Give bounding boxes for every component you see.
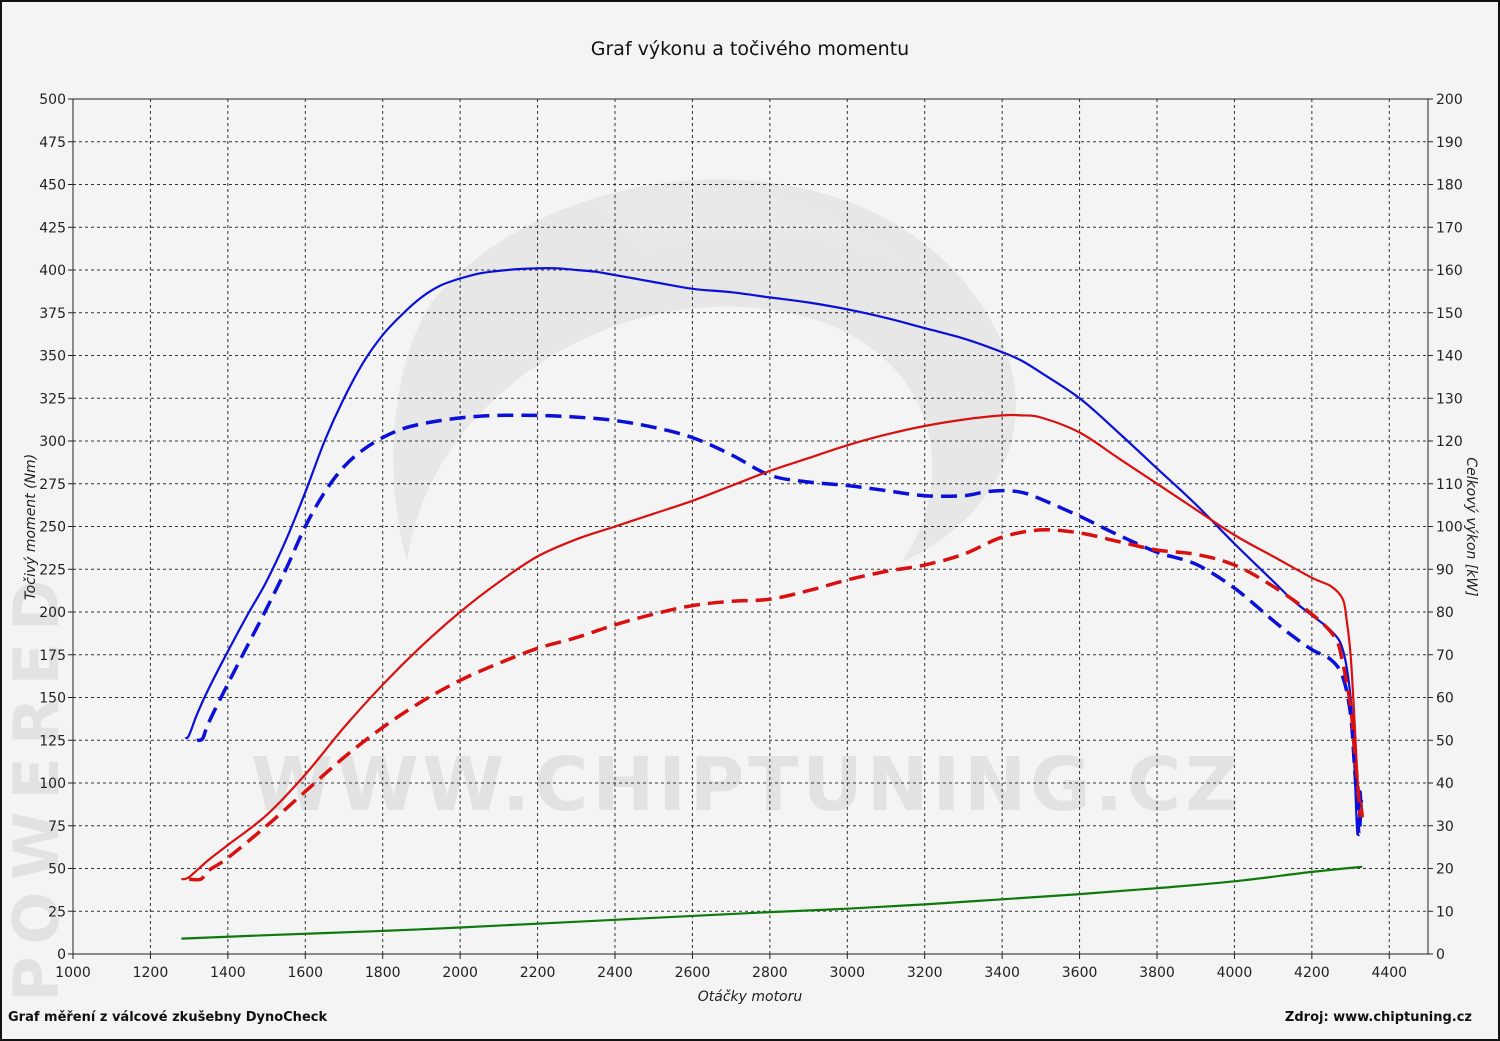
y-right-tick-label: 140	[1436, 349, 1463, 365]
y-right-tick-label: 150	[1436, 306, 1463, 322]
chart-title: Graf výkonu a točivého momentu	[591, 38, 909, 60]
power-tuned-line	[181, 413, 1365, 881]
y-right-tick-label: 0	[1436, 947, 1445, 963]
background-watermark-layer: POWERED POWERED WWW.CHIPTUNING.CZ	[2, 22, 1498, 1002]
y-left-tick-label: 150	[39, 691, 66, 707]
y-left-tick-label: 50	[48, 862, 66, 878]
footer-source-left: Graf měření z válcové zkušebny DynoCheck	[8, 1010, 327, 1025]
y-left-tick-label: 300	[39, 434, 66, 450]
y-right-tick-label: 20	[1436, 862, 1454, 878]
y-right-tick-label: 190	[1436, 135, 1463, 151]
y-right-tick-label: 200	[1436, 92, 1463, 108]
side-watermark-left: POWERED	[2, 568, 73, 1002]
y-axis-right-label: Celkový výkon [kW]	[1463, 457, 1479, 596]
logo-watermark-swoosh	[393, 179, 1016, 562]
y-right-tick-label: 40	[1436, 776, 1454, 792]
x-tick-label: 3000	[829, 965, 865, 981]
y-right-tick-label: 100	[1436, 520, 1463, 536]
y-left-tick-label: 225	[39, 562, 66, 578]
y-left-tick-label: 25	[48, 904, 66, 920]
x-tick-label: 1600	[287, 965, 323, 981]
series-layer	[181, 267, 1365, 940]
y-left-tick-label: 175	[39, 648, 66, 664]
x-tick-label: 3600	[1062, 965, 1098, 981]
y-right-tick-label: 120	[1436, 434, 1463, 450]
x-tick-label: 4000	[1217, 965, 1253, 981]
side-watermark-right: POWERED	[1487, 22, 1498, 456]
y-right-tick-label: 170	[1436, 220, 1463, 236]
y-right-tick-label: 10	[1436, 904, 1454, 920]
x-tick-label: 2000	[442, 965, 478, 981]
y-right-tick-label: 160	[1436, 263, 1463, 279]
y-left-tick-label: 75	[48, 819, 66, 835]
y-left-tick-label: 400	[39, 263, 66, 279]
y-left-tick-label: 275	[39, 477, 66, 493]
x-tick-label: 2600	[675, 965, 711, 981]
x-tick-label: 1200	[133, 965, 169, 981]
x-tick-label: 4200	[1294, 965, 1330, 981]
y-left-tick-label: 500	[39, 92, 66, 108]
x-tick-label: 1000	[55, 965, 91, 981]
x-tick-label: 3200	[907, 965, 943, 981]
logo-watermark-arc	[592, 188, 902, 262]
x-tick-label: 3400	[984, 965, 1020, 981]
x-tick-label: 2800	[752, 965, 788, 981]
x-tick-label: 4400	[1371, 965, 1407, 981]
y-left-tick-label: 200	[39, 605, 66, 621]
torque-tuned-line	[184, 267, 1364, 836]
x-tick-label: 2200	[520, 965, 556, 981]
torque-stock-line	[196, 413, 1364, 837]
url-watermark: WWW.CHIPTUNING.CZ	[251, 742, 1243, 828]
y-right-tick-label: 110	[1436, 477, 1463, 493]
power-stock-line	[188, 528, 1363, 882]
y-left-tick-label: 125	[39, 733, 66, 749]
y-right-tick-label: 60	[1436, 691, 1454, 707]
y-right-tick-label: 70	[1436, 648, 1454, 664]
loss-line	[181, 865, 1363, 940]
y-right-tick-label: 80	[1436, 605, 1454, 621]
x-tick-label: 1400	[210, 965, 246, 981]
y-left-tick-label: 375	[39, 306, 66, 322]
y-right-tick-label: 130	[1436, 391, 1463, 407]
x-axis-label: Otáčky motoru	[698, 989, 803, 1005]
y-right-tick-label: 90	[1436, 562, 1454, 578]
y-left-tick-label: 0	[57, 947, 66, 963]
y-right-tick-label: 180	[1436, 178, 1463, 194]
y-left-tick-label: 475	[39, 135, 66, 151]
y-right-tick-label: 50	[1436, 733, 1454, 749]
tick-labels: 1000 1200 1400 1600 1800 2000 2200 2400 2600 2800…	[39, 92, 1462, 981]
x-tick-label: 2400	[597, 965, 633, 981]
y-left-tick-label: 450	[39, 178, 66, 194]
x-tick-label: 3800	[1139, 965, 1175, 981]
y-axis-left-label: Točivý moment (Nm)	[23, 454, 39, 600]
y-left-tick-label: 250	[39, 520, 66, 536]
y-left-tick-label: 100	[39, 776, 66, 792]
y-left-tick-label: 325	[39, 391, 66, 407]
footer-source-right: Zdroj: www.chiptuning.cz	[1285, 1010, 1472, 1025]
y-right-tick-label: 30	[1436, 819, 1454, 835]
x-tick-label: 1800	[365, 965, 401, 981]
y-left-tick-label: 425	[39, 220, 66, 236]
y-left-tick-label: 350	[39, 349, 66, 365]
